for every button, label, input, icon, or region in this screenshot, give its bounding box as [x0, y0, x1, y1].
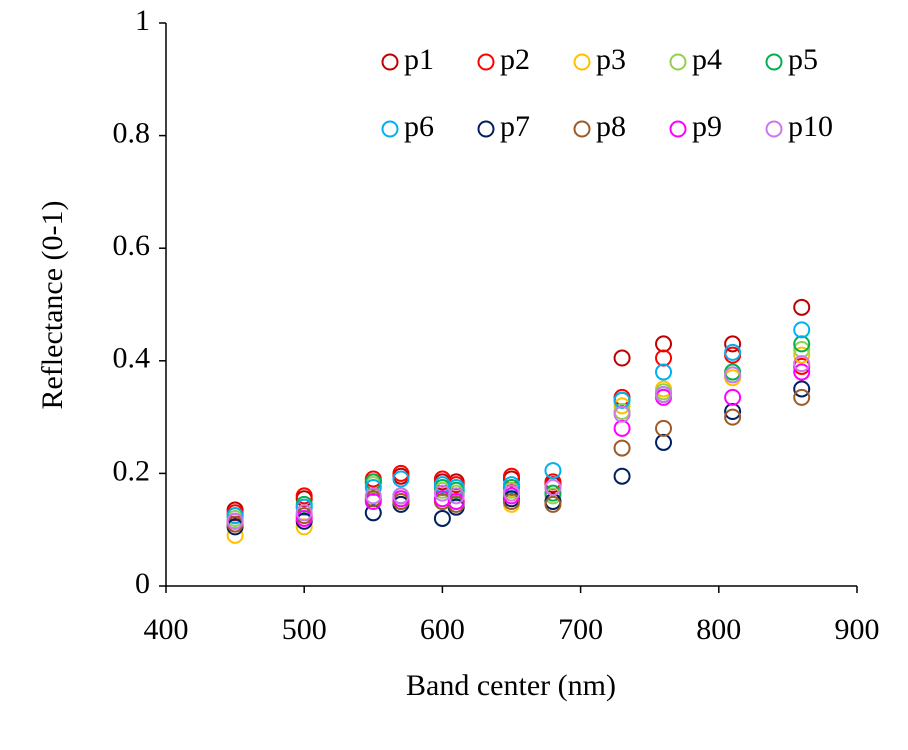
point — [364, 493, 382, 511]
point — [295, 504, 313, 522]
point — [655, 335, 673, 353]
x-tick-label: 500 — [282, 613, 327, 646]
point — [793, 380, 811, 398]
legend-label: p6 — [404, 110, 434, 143]
legend-marker — [573, 120, 591, 138]
legend-label: p9 — [692, 110, 722, 143]
x-tick-label: 400 — [144, 613, 189, 646]
point — [447, 493, 465, 511]
point — [655, 386, 673, 404]
point — [613, 419, 631, 437]
legend-label: p10 — [788, 110, 833, 143]
point — [724, 408, 742, 426]
legend-label: p1 — [404, 43, 434, 76]
legend-label: p2 — [500, 43, 530, 76]
y-tick-label: 0.2 — [113, 454, 151, 487]
x-tick-label: 900 — [835, 613, 880, 646]
point — [226, 512, 244, 530]
point — [503, 484, 520, 502]
legend-label: p8 — [596, 110, 626, 143]
legend-marker — [669, 120, 687, 138]
point — [392, 487, 410, 505]
legend-marker — [381, 120, 399, 138]
point — [793, 346, 811, 364]
point — [793, 298, 811, 316]
legend-label: p7 — [500, 110, 530, 143]
point — [613, 397, 631, 415]
point — [433, 509, 451, 527]
point — [724, 343, 742, 361]
y-tick-label: 0.4 — [113, 342, 151, 375]
legend-marker — [669, 53, 687, 71]
x-tick-label: 700 — [558, 613, 603, 646]
point — [503, 493, 520, 511]
point — [364, 487, 382, 505]
point — [613, 439, 631, 457]
y-axis-title: Reflectance (0-1) — [36, 200, 69, 409]
y-tick-label: 0.8 — [113, 116, 151, 149]
x-tick-label: 800 — [696, 613, 741, 646]
point — [655, 419, 673, 437]
point — [613, 467, 631, 485]
point — [724, 335, 742, 353]
point — [655, 363, 673, 381]
point — [544, 478, 562, 496]
point — [793, 355, 811, 373]
legend-label: p4 — [692, 43, 722, 76]
point — [544, 484, 562, 502]
legend-marker — [765, 120, 783, 138]
legend-marker — [573, 53, 591, 71]
point — [724, 366, 742, 384]
point — [295, 487, 313, 505]
legend-marker — [477, 53, 495, 71]
legend-marker — [765, 53, 783, 71]
point — [793, 321, 811, 339]
legend-label: p5 — [788, 43, 818, 76]
x-tick-label: 600 — [420, 613, 465, 646]
legend-label: p3 — [596, 43, 626, 76]
point — [392, 470, 410, 488]
point — [392, 464, 410, 482]
point — [226, 507, 244, 525]
point — [793, 388, 811, 406]
y-tick-label: 1 — [135, 4, 150, 37]
point — [613, 349, 631, 367]
point — [613, 405, 631, 423]
y-tick-label: 0 — [135, 567, 150, 600]
point — [655, 433, 673, 451]
point — [447, 487, 465, 505]
legend-marker — [477, 120, 495, 138]
legend-marker — [381, 53, 399, 71]
point — [295, 509, 313, 527]
point — [793, 363, 811, 381]
point — [655, 349, 673, 367]
x-axis-title: Band center (nm) — [406, 669, 616, 702]
point — [544, 462, 562, 480]
point — [544, 495, 562, 513]
y-tick-label: 0.6 — [113, 229, 151, 262]
point — [724, 388, 742, 406]
